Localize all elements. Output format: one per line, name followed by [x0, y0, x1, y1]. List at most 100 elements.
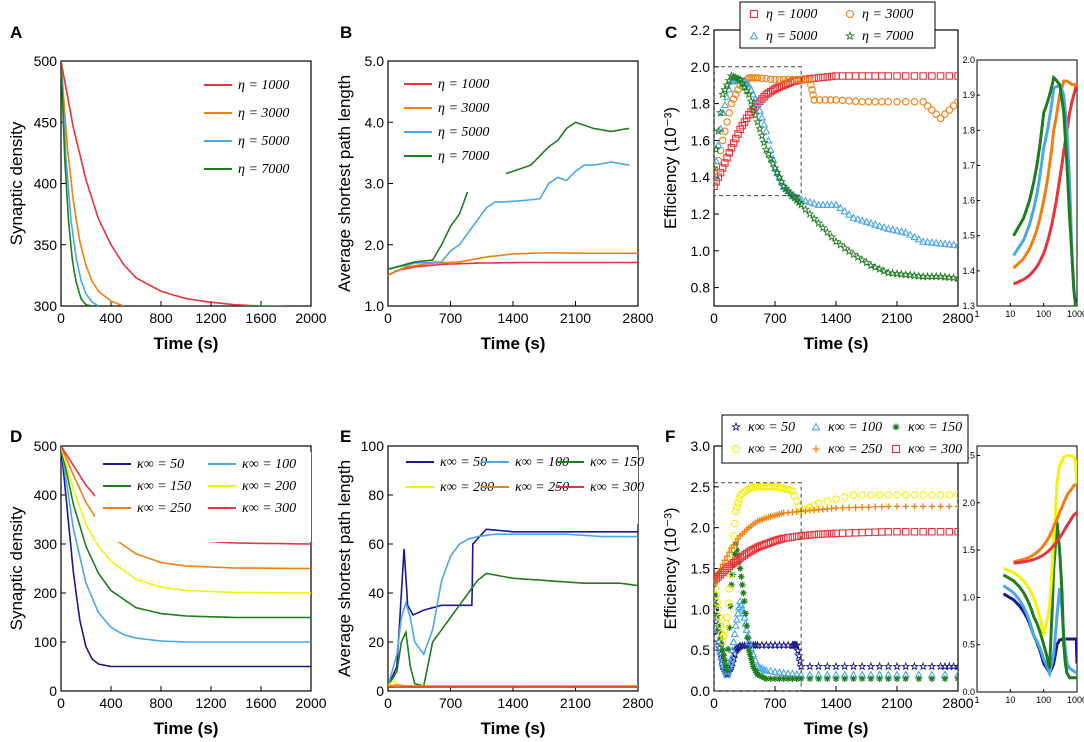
data-point — [718, 164, 727, 172]
legend: κ∞ = 50 κ∞ = 100 κ∞ = 150 κ∞ = 200 κ∞ = 250 κ… — [95, 452, 311, 542]
data-point — [936, 491, 945, 499]
inset-y-tick-label: 1.4 — [962, 266, 975, 276]
data-point — [852, 504, 859, 511]
x-tick-label: 0 — [710, 695, 718, 711]
data-point — [729, 139, 738, 147]
legend-marker — [731, 444, 741, 454]
data-point — [768, 158, 778, 168]
data-point — [758, 74, 766, 83]
data-point — [801, 531, 810, 540]
data-point — [731, 621, 740, 629]
series-line — [61, 61, 286, 306]
data-point — [744, 637, 753, 646]
data-point — [857, 661, 867, 671]
data-point — [835, 239, 845, 249]
data-point — [721, 557, 729, 564]
data-point — [940, 239, 950, 248]
x-tick-label: 2800 — [942, 695, 973, 711]
series-line — [388, 533, 638, 687]
inset-series — [1012, 74, 1077, 306]
data-point — [766, 154, 776, 163]
data-point — [762, 75, 771, 83]
data-point — [822, 227, 832, 237]
y-tick-label: 0.0 — [691, 683, 711, 699]
inset-x-tick-label: 100 — [1036, 309, 1051, 319]
plot-area — [61, 61, 286, 306]
series-line — [61, 446, 311, 668]
panel-F: F0 700 1400 2100 28000.00.51.01.52.02.53.0Ti… — [661, 414, 1084, 738]
y-tick-label: 5.0 — [365, 53, 385, 69]
data-point — [806, 531, 814, 539]
data-point — [953, 670, 958, 678]
data-point — [911, 503, 918, 510]
y-tick-label: 2.0 — [691, 520, 711, 536]
panel-letter: C — [665, 23, 677, 42]
x-tick-label: 700 — [439, 310, 463, 326]
data-point — [871, 98, 879, 106]
data-point — [770, 667, 780, 675]
data-point — [788, 533, 797, 541]
y-axis-label: Synaptic density — [7, 506, 26, 630]
data-point — [858, 675, 866, 682]
inset-y-tick-label: 1.7 — [962, 160, 975, 170]
data-point — [727, 603, 734, 610]
x-tick-label: 1200 — [195, 310, 226, 326]
inset-y-tick-label: 1.5 — [962, 545, 975, 555]
data-point — [748, 103, 758, 113]
plot-area — [714, 483, 958, 682]
data-point — [732, 90, 740, 99]
y-tick-label: 1.8 — [691, 96, 711, 112]
legend: η = 1000 η = 3000 η = 5000 η = 7000 — [396, 72, 506, 192]
data-point — [760, 674, 768, 681]
data-point — [728, 581, 735, 589]
data-point — [953, 273, 958, 283]
data-point — [714, 163, 719, 172]
series-line — [388, 528, 638, 687]
data-point — [759, 119, 769, 128]
data-point — [851, 72, 860, 80]
inset-y-tick-label: 1.8 — [962, 125, 975, 135]
data-point — [901, 527, 910, 536]
data-point — [893, 503, 901, 510]
data-point — [720, 85, 730, 94]
data-point — [801, 75, 810, 84]
data-point — [715, 622, 722, 629]
y-tick-label: 350 — [34, 237, 58, 253]
data-point — [730, 519, 739, 528]
legend-label: κ∞ = 100 — [828, 420, 882, 435]
data-point — [714, 591, 719, 599]
data-point — [892, 268, 902, 278]
data-point — [901, 491, 910, 499]
data-point — [718, 568, 727, 577]
legend-box — [95, 452, 311, 542]
data-point — [789, 675, 796, 682]
data-point — [726, 658, 735, 666]
data-point — [775, 668, 784, 676]
data-point — [861, 257, 872, 267]
data-point — [871, 72, 879, 80]
data-point — [742, 610, 749, 617]
data-point — [722, 662, 730, 669]
data-point — [949, 102, 958, 110]
data-point — [723, 118, 731, 126]
x-tick-label: 1400 — [820, 695, 851, 711]
data-point — [897, 227, 906, 235]
data-point — [871, 528, 879, 536]
y-tick-label: 2.0 — [691, 59, 711, 75]
data-point — [884, 491, 893, 499]
plot-area — [714, 71, 958, 283]
data-point — [945, 240, 954, 248]
data-point — [725, 149, 733, 157]
data-point — [936, 72, 945, 80]
x-tick-label: 1400 — [497, 310, 528, 326]
data-point — [832, 504, 840, 512]
data-point — [727, 99, 736, 108]
data-point — [752, 667, 759, 674]
data-point — [840, 243, 850, 252]
data-point — [954, 491, 958, 499]
inset-series — [1013, 511, 1077, 565]
legend-label: κ∞ = 50 — [440, 455, 487, 470]
legend-label: η = 1000 — [766, 7, 817, 22]
data-point — [742, 625, 751, 633]
